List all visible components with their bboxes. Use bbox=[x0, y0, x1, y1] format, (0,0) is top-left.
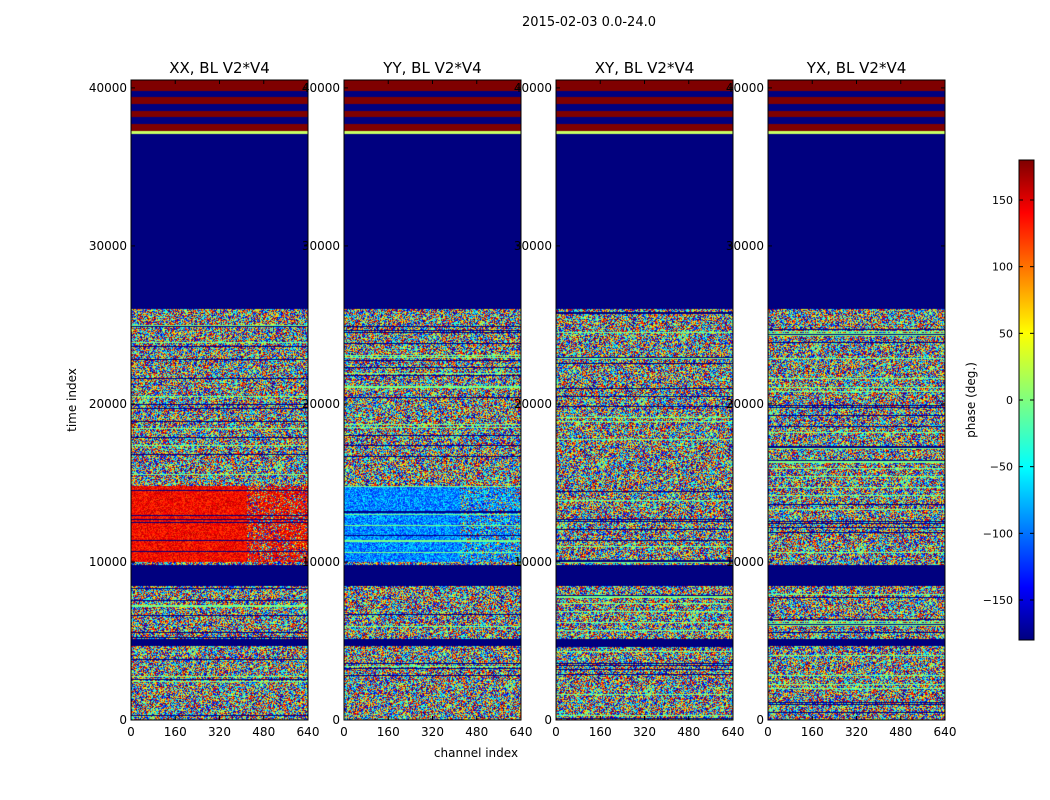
x-tick-label: 320 bbox=[208, 725, 231, 739]
y-tick-label: 30000 bbox=[726, 239, 764, 253]
x-tick-label: 160 bbox=[164, 725, 187, 739]
y-tick-label: 20000 bbox=[726, 397, 764, 411]
panel-title-3: YX, BL V2*V4 bbox=[806, 59, 907, 77]
x-tick-label: 160 bbox=[589, 725, 612, 739]
y-tick-label: 10000 bbox=[514, 555, 552, 569]
x-tick-label: 480 bbox=[252, 725, 275, 739]
colorbar-tick-label: −50 bbox=[990, 461, 1013, 474]
colorbar-label: phase (deg.) bbox=[964, 362, 978, 438]
y-tick-label: 10000 bbox=[302, 555, 340, 569]
heatmap-image-3 bbox=[768, 80, 945, 720]
x-tick-label: 640 bbox=[510, 725, 533, 739]
y-tick-label: 40000 bbox=[726, 81, 764, 95]
x-tick-label: 160 bbox=[801, 725, 824, 739]
figure-suptitle: 2015-02-03 0.0-24.0 bbox=[522, 15, 656, 30]
y-tick-label: 0 bbox=[332, 713, 340, 727]
x-tick-label: 320 bbox=[845, 725, 868, 739]
y-tick-label: 10000 bbox=[726, 555, 764, 569]
colorbar: 150 100 50 0 −50 −100 −150 phase (deg.) bbox=[964, 159, 1035, 641]
panel-0: XX, BL V2*V4 0 160 320 480 640 0 10000 20000 3000… bbox=[89, 59, 320, 739]
colorbar-tick-label: −150 bbox=[983, 594, 1013, 607]
y-tick-label: 0 bbox=[119, 713, 127, 727]
colorbar-tick-label: 100 bbox=[992, 261, 1013, 274]
x-tick-label: 480 bbox=[465, 725, 488, 739]
heatmap-image-0 bbox=[131, 80, 308, 720]
x-tick-label: 0 bbox=[340, 725, 348, 739]
y-tick-label: 40000 bbox=[302, 81, 340, 95]
colorbar-tick-label: 0 bbox=[1006, 394, 1013, 407]
y-tick-label: 20000 bbox=[302, 397, 340, 411]
y-tick-label: 20000 bbox=[514, 397, 552, 411]
x-tick-label: 0 bbox=[764, 725, 772, 739]
colorbar-tick-label: 50 bbox=[999, 327, 1013, 340]
x-tick-label: 0 bbox=[127, 725, 135, 739]
x-tick-label: 640 bbox=[934, 725, 957, 739]
x-tick-label: 320 bbox=[421, 725, 444, 739]
panel-title-2: XY, BL V2*V4 bbox=[595, 59, 695, 77]
y-tick-label: 20000 bbox=[89, 397, 127, 411]
y-tick-label: 0 bbox=[756, 713, 764, 727]
heatmap-image-2 bbox=[556, 80, 733, 720]
y-tick-label: 30000 bbox=[302, 239, 340, 253]
y-tick-label: 40000 bbox=[514, 81, 552, 95]
x-tick-label: 640 bbox=[297, 725, 320, 739]
x-tick-label: 480 bbox=[677, 725, 700, 739]
colorbar-ticks: 150 100 50 0 −50 −100 −150 bbox=[983, 194, 1034, 607]
x-tick-label: 640 bbox=[722, 725, 745, 739]
x-tick-label: 160 bbox=[377, 725, 400, 739]
panels: XX, BL V2*V4 0 160 320 480 640 0 10000 20000 3000… bbox=[89, 59, 957, 739]
panel-title-0: XX, BL V2*V4 bbox=[169, 59, 270, 77]
y-tick-label: 0 bbox=[544, 713, 552, 727]
y-tick-label: 30000 bbox=[89, 239, 127, 253]
y-tick-label: 30000 bbox=[514, 239, 552, 253]
heatmap-image-1 bbox=[344, 80, 521, 720]
x-tick-label: 480 bbox=[889, 725, 912, 739]
panel-2: XY, BL V2*V4 0 160 320 480 640 0 10000 20000 3000… bbox=[514, 59, 745, 739]
x-tick-label: 320 bbox=[633, 725, 656, 739]
panel-title-1: YY, BL V2*V4 bbox=[382, 59, 481, 77]
panel-3: YX, BL V2*V4 0 160 320 480 640 0 10000 20000 3000… bbox=[726, 59, 957, 739]
x-axis-label: channel index bbox=[434, 746, 518, 760]
colorbar-tick-label: 150 bbox=[992, 194, 1013, 207]
y-tick-label: 40000 bbox=[89, 81, 127, 95]
y-tick-label: 10000 bbox=[89, 555, 127, 569]
panel-1: YY, BL V2*V4 0 160 320 480 640 0 10000 20000 3000… bbox=[302, 59, 533, 739]
colorbar-tick-label: −100 bbox=[983, 527, 1013, 540]
y-axis-label: time index bbox=[65, 368, 79, 432]
x-tick-label: 0 bbox=[552, 725, 560, 739]
